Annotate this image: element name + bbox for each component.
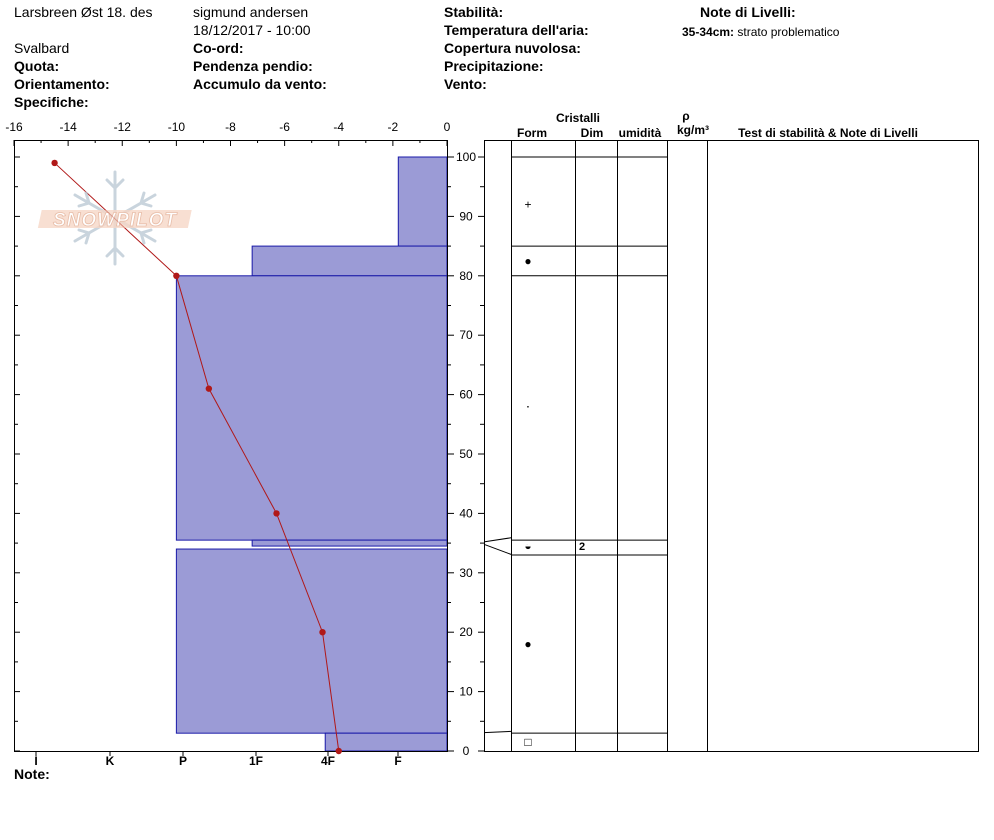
height-tick-label: 0 [463, 744, 470, 758]
copertura-label: Copertura nuvolosa: [444, 40, 581, 56]
header-density-unit: kg/m³ [677, 123, 709, 137]
temp-tick-label: -2 [388, 120, 399, 134]
height-tick-label: 100 [456, 150, 476, 164]
note-label: Note: [14, 766, 50, 782]
temperature-point [273, 510, 280, 517]
crystal-form-symbol: ◒ [524, 539, 531, 553]
header-dim: Dim [581, 126, 604, 140]
hardness-bar [397, 156, 448, 247]
layer-connector [483, 730, 512, 734]
hardness-bar [175, 548, 448, 734]
height-tick-label: 30 [459, 566, 473, 580]
height-tick-label: 10 [459, 685, 473, 699]
height-tick-label: 90 [459, 209, 473, 223]
pendenza-label: Pendenza pendio: [193, 58, 313, 74]
height-tick-label: 20 [459, 625, 473, 639]
crystal-form-symbol: + [524, 198, 531, 212]
hardness-bar [251, 539, 448, 547]
header-rho: ρ [682, 109, 689, 123]
crystal-form-symbol: ● [524, 254, 531, 268]
crystal-form-symbol: · [526, 397, 531, 413]
temperature-point [335, 747, 342, 755]
snowpilot-logo: SNOWPILOT [37, 170, 192, 266]
orientamento-label: Orientamento: [14, 76, 110, 92]
layer-connector [483, 537, 512, 555]
hardness-bar [175, 275, 448, 541]
header-stability: Test di stabilità & Note di Livelli [738, 126, 918, 140]
temperature-point [319, 629, 326, 636]
temperature-point [51, 159, 58, 167]
temp-tick-label: -6 [279, 120, 290, 134]
crystal-dim-value: 2 [579, 541, 585, 553]
hardness-tick-label: I [34, 754, 37, 768]
height-tick-label: 70 [459, 328, 473, 342]
temp-tick-label: -8 [225, 120, 236, 134]
height-tick-label: 50 [459, 447, 473, 461]
hardness-tick-label: 1F [249, 754, 263, 768]
temperature-point [173, 272, 180, 279]
coord-label: Co-ord: [193, 40, 244, 56]
note-livelli-label: Note di Livelli: [700, 4, 796, 20]
hardness-bar [324, 732, 448, 752]
crystal-form-symbol: □ [524, 735, 531, 749]
temp-tick-label: -10 [168, 120, 186, 134]
datetime: 18/12/2017 - 10:00 [193, 22, 311, 38]
header-form: Form [517, 126, 547, 140]
accumulo-label: Accumulo da vento: [193, 76, 327, 92]
hardness-bar [251, 245, 448, 277]
temp-tick-label: -4 [333, 120, 344, 134]
height-tick-label: 60 [459, 388, 473, 402]
hardness-tick-label: P [179, 754, 187, 768]
temp-tick-label: -12 [114, 120, 132, 134]
stabilita-label: Stabilità: [444, 4, 504, 20]
height-tick-label: 80 [459, 269, 473, 283]
layer-note-range: 35-34cm: [682, 25, 735, 39]
layer-note-text: strato problematico [737, 25, 840, 39]
observer: sigmund andersen [193, 4, 309, 20]
temp-tick-label: -14 [59, 120, 77, 134]
location: Larsbreen Øst 18. des [14, 4, 153, 20]
region: Svalbard [14, 40, 70, 56]
temperatura-label: Temperatura dell'aria: [444, 22, 589, 38]
temperature-point [205, 385, 213, 392]
precipitazione-label: Precipitazione: [444, 58, 544, 74]
temperature-profile-line [54, 162, 340, 752]
layer-note: 35-34cm: strato problematico [682, 24, 839, 40]
height-tick-label: 40 [459, 506, 473, 520]
temp-tick-label: -16 [5, 120, 23, 134]
quota-label: Quota: [14, 58, 60, 74]
logo-text: SNOWPILOT [53, 210, 177, 231]
crystal-table-frame [484, 140, 979, 752]
crystal-form-symbol: ● [524, 637, 531, 651]
temp-tick-label: 0 [444, 120, 451, 134]
hardness-tick-label: K [106, 754, 115, 768]
hardness-tick-label: F [394, 754, 401, 768]
header-umidita: umidità [619, 126, 662, 140]
specifiche-label: Specifiche: [14, 94, 89, 110]
header-cristalli: Cristalli [556, 111, 600, 125]
vento-label: Vento: [444, 76, 487, 92]
hardness-tick-label: 4F [321, 754, 335, 768]
